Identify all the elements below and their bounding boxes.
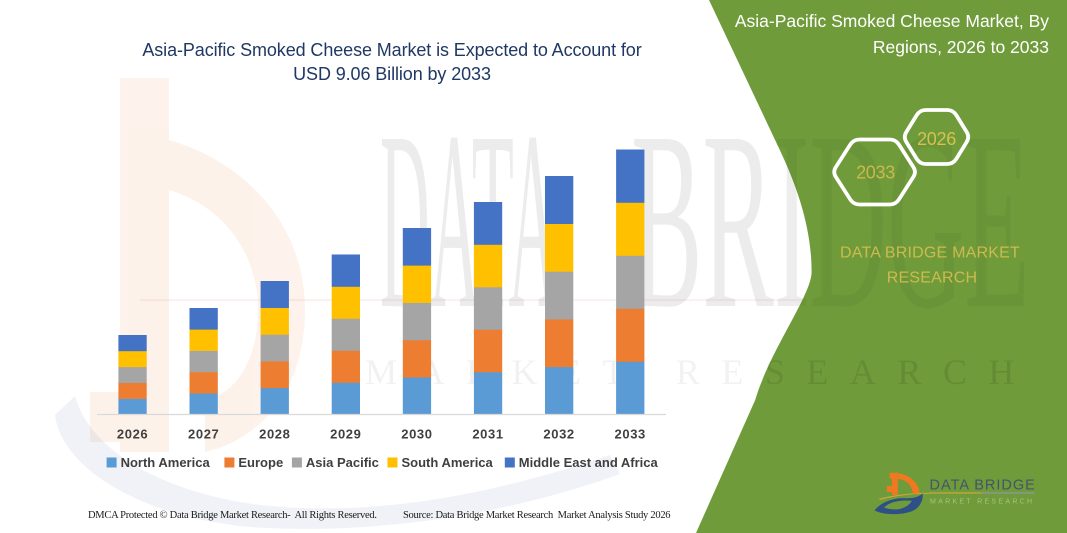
svg-text:2031: 2031	[472, 427, 503, 442]
svg-text:Asia-Pacific Smoked Cheese Mar: Asia-Pacific Smoked Cheese Market is Exp…	[142, 40, 641, 60]
svg-text:Asia Pacific: Asia Pacific	[306, 455, 379, 470]
svg-text:2026: 2026	[917, 129, 956, 149]
svg-text:North America: North America	[121, 455, 211, 470]
svg-text:USD 9.06 Billion by 2033: USD 9.06 Billion by 2033	[293, 64, 491, 84]
svg-text:MARKET RESEARCH: MARKET RESEARCH	[930, 499, 1034, 506]
svg-text:DMCA Protected © Data Bridge M: DMCA Protected © Data Bridge Market Rese…	[88, 510, 377, 521]
svg-text:Regions, 2026 to 2033: Regions, 2026 to 2033	[873, 37, 1049, 57]
svg-text:2033: 2033	[856, 163, 895, 183]
svg-text:2029: 2029	[330, 427, 361, 442]
svg-text:RESEARCH: RESEARCH	[887, 270, 978, 287]
svg-text:DATA BRIDGE: DATA BRIDGE	[930, 478, 1036, 494]
svg-text:DATA BRIDGE MARKET: DATA BRIDGE MARKET	[840, 245, 1020, 262]
svg-text:Middle East and Africa: Middle East and Africa	[519, 455, 659, 470]
svg-text:2033: 2033	[615, 427, 646, 442]
svg-text:2032: 2032	[543, 427, 574, 442]
svg-text:2027: 2027	[188, 427, 219, 442]
svg-text:2030: 2030	[401, 427, 432, 442]
svg-text:Europe: Europe	[238, 455, 283, 470]
svg-text:Asia-Pacific Smoked Cheese Mar: Asia-Pacific Smoked Cheese Market, By	[735, 11, 1049, 31]
svg-text:Source: Data Bridge Market Res: Source: Data Bridge Market Research Mark…	[403, 510, 670, 521]
svg-text:South America: South America	[402, 455, 494, 470]
svg-text:2026: 2026	[117, 427, 148, 442]
svg-text:2028: 2028	[259, 427, 290, 442]
svg-text:MARKET RESEARCH: MARKET RESEARCH	[365, 352, 1036, 392]
